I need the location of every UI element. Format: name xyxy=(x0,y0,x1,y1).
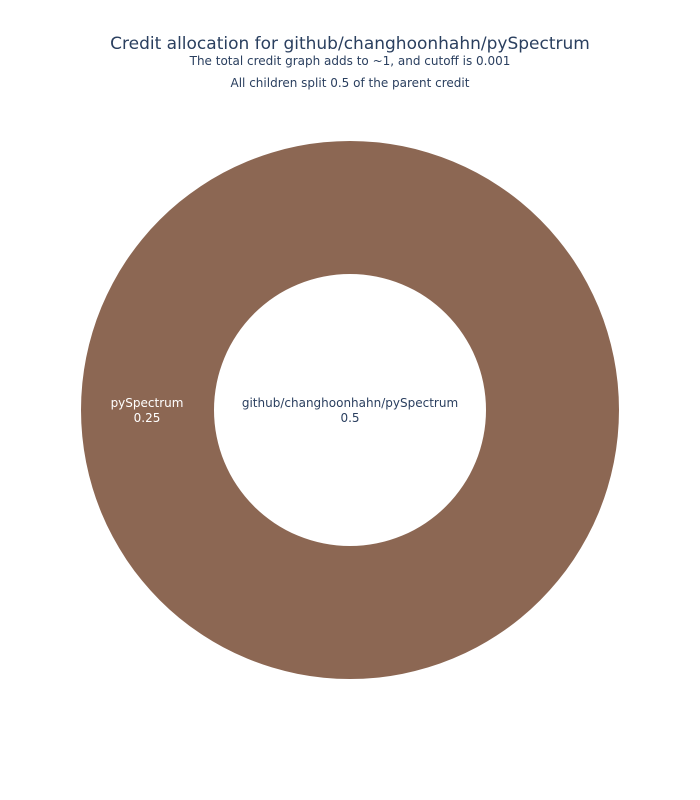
chart-subtitle-line-1: The total credit graph adds to ~1, and c… xyxy=(189,54,511,68)
chart-subtitle-line-2: All children split 0.5 of the parent cre… xyxy=(230,76,470,90)
chart-title: Credit allocation for github/changhoonha… xyxy=(110,34,590,54)
sunburst-label-child1-name: pySpectrum xyxy=(111,396,184,410)
sunburst-label-root-value: 0.5 xyxy=(340,411,359,425)
sunburst-label-child1-value: 0.25 xyxy=(134,411,161,425)
sunburst-segments xyxy=(81,141,619,679)
sunburst-segment-root[interactable] xyxy=(214,274,486,546)
sunburst-label-child1: pySpectrum 0.25 xyxy=(111,396,184,425)
sunburst-label-root-name: github/changhoonhahn/pySpectrum xyxy=(242,396,458,410)
sunburst-segment-child1[interactable] xyxy=(81,141,619,679)
sunburst-label-root: github/changhoonhahn/pySpectrum 0.5 xyxy=(242,396,458,425)
sunburst-labels: pySpectrum 0.25 github/changhoonhahn/pySpe… xyxy=(111,396,459,425)
